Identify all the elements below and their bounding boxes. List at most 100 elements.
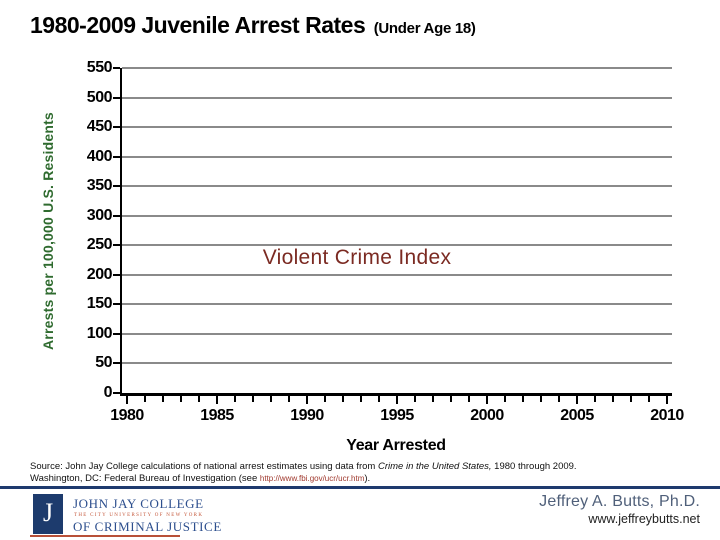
logo-line-2: THE CITY UNIVERSITY OF NEW YORK — [74, 513, 204, 518]
x-tick-label-2010: 2010 — [650, 407, 684, 424]
author-name: Jeffrey A. Butts, Ph.D. — [539, 493, 700, 510]
gridline-100 — [122, 332, 672, 335]
plot-area — [120, 67, 672, 404]
x-tick-label-1985: 1985 — [200, 407, 234, 424]
x-tickmark-1988 — [270, 396, 272, 402]
x-tickmark-1992 — [342, 396, 344, 402]
x-tick-label-2005: 2005 — [560, 407, 594, 424]
gridline-200 — [122, 273, 672, 276]
gridline-550 — [122, 67, 672, 69]
author-website: www.jeffreybutts.net — [588, 512, 700, 526]
y-tick-label-550: 550 — [86, 59, 113, 76]
logo-text: JOHN JAY COLLEGE THE CITY UNIVERSITY OF … — [73, 496, 222, 535]
y-tick-label-350: 350 — [86, 177, 113, 195]
x-tickmark-1995 — [396, 396, 398, 404]
logo-line-3: OF CRIMINAL JUSTICE — [73, 519, 222, 534]
x-tickmark-2002 — [522, 396, 524, 402]
y-tickmark-150 — [113, 303, 120, 306]
logo-underline — [30, 535, 180, 537]
y-tickmark-550 — [113, 67, 120, 69]
y-tick-label-50: 50 — [95, 354, 112, 372]
y-tick-label-300: 300 — [86, 206, 113, 224]
y-tickmark-200 — [113, 273, 120, 276]
y-tickmark-250 — [113, 244, 120, 247]
x-tickmark-1991 — [324, 396, 326, 402]
source-line-2: Washington, DC: Federal Bureau of Invest… — [30, 473, 702, 485]
source-text: Source: John Jay College calculations of… — [30, 461, 378, 472]
x-tickmark-1989 — [288, 396, 290, 402]
y-tickmark-450 — [113, 126, 120, 129]
y-tickmark-0 — [113, 392, 120, 394]
footer-separator-line — [0, 486, 720, 489]
x-tickmark-2001 — [504, 396, 506, 402]
source-text: 1980 through 2009. — [491, 461, 577, 472]
y-tick-label-450: 450 — [86, 118, 113, 136]
x-tickmark-2009 — [648, 396, 650, 402]
x-tickmark-1986 — [234, 396, 236, 402]
x-tickmark-2006 — [594, 396, 596, 402]
gridline-250 — [122, 244, 672, 247]
x-tickmark-1983 — [180, 396, 182, 402]
y-tick-label-150: 150 — [86, 295, 113, 313]
chart-annotation: Violent Crime Index — [262, 246, 452, 269]
x-tickmark-2004 — [558, 396, 560, 402]
source-url: http://www.fbi.gov/ucr/ucr.htm — [259, 473, 365, 483]
y-tickmark-350 — [113, 185, 120, 188]
x-tickmark-1985 — [216, 396, 218, 404]
title-suffix: (Under Age 18) — [373, 20, 476, 37]
gridline-150 — [122, 303, 672, 306]
x-tickmark-1999 — [468, 396, 470, 402]
y-tick-label-250: 250 — [86, 236, 113, 254]
x-tick-label-1990: 1990 — [290, 407, 324, 424]
x-tickmark-1984 — [198, 396, 200, 402]
y-tickmark-500 — [113, 96, 120, 99]
gridline-300 — [122, 214, 672, 217]
x-tickmark-1998 — [450, 396, 452, 402]
y-tick-label-400: 400 — [86, 147, 113, 165]
logo-j-icon: J — [33, 494, 63, 534]
source-line-1: Source: John Jay College calculations of… — [30, 461, 702, 473]
title-main: 1980-2009 Juvenile Arrest Rates — [30, 12, 366, 38]
gridline-50 — [122, 362, 672, 365]
y-tick-label-0: 0 — [103, 384, 113, 401]
y-axis-label: Arrests per 100,000 U.S. Residents — [40, 112, 56, 350]
source-citation-italic: Crime in the United States, — [378, 461, 492, 472]
x-tick-label-1980: 1980 — [110, 407, 144, 424]
gridline-350 — [122, 185, 672, 188]
x-tickmark-2005 — [576, 396, 578, 404]
x-tickmark-1980 — [126, 396, 128, 404]
x-tickmark-1994 — [378, 396, 380, 402]
x-tickmark-1982 — [162, 396, 164, 402]
y-tick-label-100: 100 — [86, 324, 113, 342]
x-tickmark-2010 — [666, 396, 668, 404]
x-tickmark-1997 — [432, 396, 434, 402]
x-tickmark-2003 — [540, 396, 542, 402]
source-text: ). — [364, 472, 371, 484]
y-tickmark-400 — [113, 155, 120, 158]
gridline-500 — [122, 96, 672, 99]
x-tickmark-2007 — [612, 396, 614, 402]
gridline-450 — [122, 126, 672, 129]
x-tickmark-1993 — [360, 396, 362, 402]
x-tick-label-2000: 2000 — [470, 407, 504, 424]
y-tickmark-50 — [113, 362, 120, 365]
x-tickmark-1996 — [414, 396, 416, 402]
x-tickmark-1987 — [252, 396, 254, 402]
x-tickmark-2008 — [630, 396, 632, 402]
source-text: Washington, DC: Federal Bureau of Invest… — [30, 472, 260, 484]
x-tickmark-1981 — [144, 396, 146, 402]
y-tick-label-200: 200 — [86, 265, 113, 283]
x-tickmark-2000 — [486, 396, 488, 404]
logo-line-1: JOHN JAY COLLEGE — [73, 496, 204, 511]
john-jay-college-logo: J JOHN JAY COLLEGE THE CITY UNIVERSITY O… — [30, 494, 233, 538]
x-tickmark-1990 — [306, 396, 308, 404]
author-credit: Jeffrey A. Butts, Ph.D. www.jeffreybutts… — [539, 493, 700, 526]
y-tick-label-500: 500 — [86, 88, 113, 106]
source-note: Source: John Jay College calculations of… — [30, 461, 702, 484]
page-title: 1980-2009 Juvenile Arrest Rates (Under A… — [30, 12, 476, 39]
gridline-400 — [122, 155, 672, 158]
y-tickmark-100 — [113, 332, 120, 335]
x-tick-label-1995: 1995 — [380, 407, 414, 424]
